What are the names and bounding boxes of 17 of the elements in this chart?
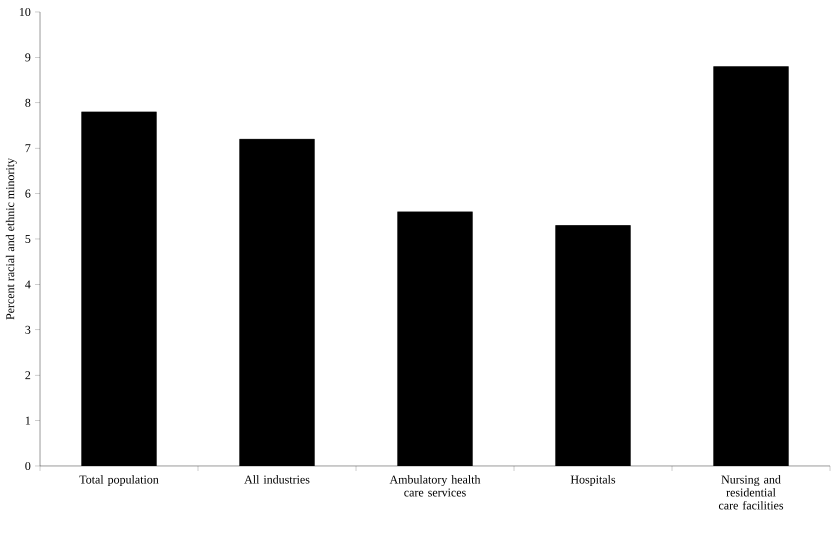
y-tick-label: 2 bbox=[25, 371, 30, 380]
y-tick-label: 8 bbox=[25, 98, 30, 107]
y-tick-label: 3 bbox=[25, 326, 30, 334]
y-tick-label: 6 bbox=[25, 190, 30, 198]
y-tick-label: 1 bbox=[26, 416, 30, 425]
y-tick-label: 4 bbox=[25, 280, 31, 288]
y-tick-label: 9 bbox=[25, 53, 30, 62]
x-tick-label: All industries bbox=[244, 475, 310, 484]
x-tick-label: Hospitals bbox=[570, 475, 616, 486]
y-tick-label: 5 bbox=[26, 235, 30, 243]
y-tick-label: 10 bbox=[20, 8, 30, 16]
y-tick-label: 0 bbox=[25, 462, 30, 470]
y-tick-label: 7 bbox=[26, 144, 30, 152]
x-tick-label: Total population bbox=[79, 475, 159, 486]
x-tick-label: Ambulatory health care services bbox=[390, 475, 480, 497]
y-axis-title: Percent racial and ethnic minority bbox=[6, 158, 17, 320]
x-tick-label: Nursing and residential care facilities bbox=[718, 475, 784, 510]
